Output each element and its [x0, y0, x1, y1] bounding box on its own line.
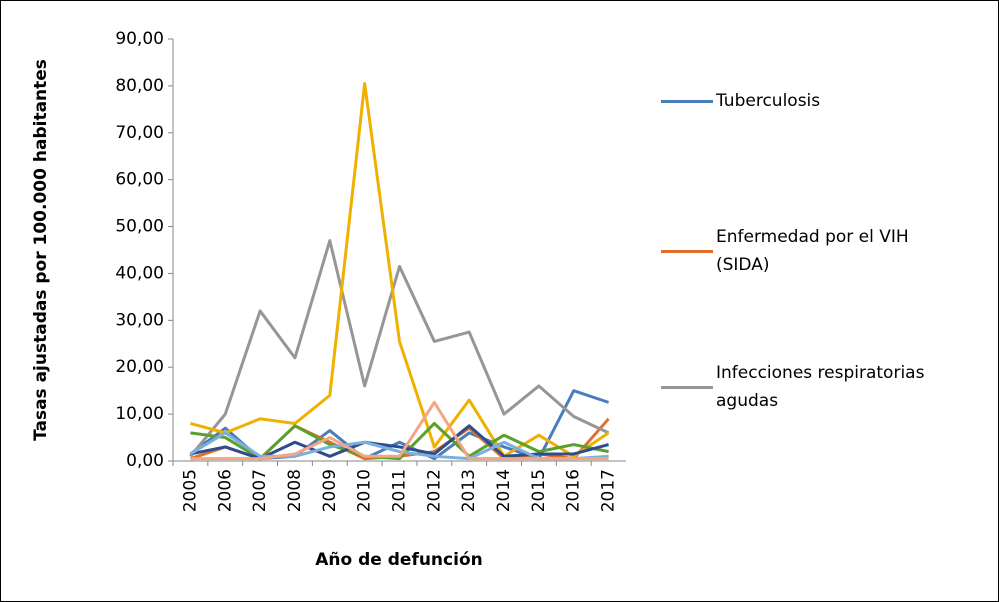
x-tick-label: 2014	[494, 469, 514, 512]
x-tick-label: 2017	[599, 469, 619, 512]
y-tick-label: 30,00	[115, 310, 164, 330]
y-tick-label: 70,00	[115, 123, 164, 143]
y-axis-title: Tasas ajustadas por 100.000 habitantes	[31, 59, 51, 441]
legend-swatch	[661, 385, 713, 389]
y-tick-label: 80,00	[115, 76, 164, 96]
x-tick-label: 2008	[285, 469, 305, 512]
legend-swatch	[661, 99, 713, 103]
line-series	[189, 239, 610, 458]
y-tick-label: 50,00	[115, 217, 164, 237]
legend-swatch	[661, 249, 713, 253]
x-tick-label: 2011	[390, 469, 410, 512]
legend-item: Infecciones respiratorias agudas	[661, 359, 961, 415]
x-tick-label: 2016	[564, 469, 584, 512]
y-tick-label: 90,00	[115, 29, 164, 49]
x-axis-title: Año de defunción	[315, 550, 482, 570]
legend-item: Tuberculosis	[661, 87, 961, 115]
y-tick-label: 40,00	[115, 263, 164, 283]
line-series	[190, 400, 609, 461]
x-tick-label: 2005	[180, 469, 200, 512]
legend-label: Infecciones respiratorias agudas	[716, 363, 925, 411]
legend-label: Tuberculosis	[716, 91, 821, 111]
y-tick-label: 10,00	[115, 404, 164, 424]
x-tick-label: 2006	[215, 469, 235, 512]
y-tick-label: 60,00	[115, 170, 164, 190]
y-tick-label: 20,00	[115, 357, 164, 377]
x-tick-label: 2012	[424, 469, 444, 512]
x-tick-label: 2007	[250, 469, 270, 512]
legend-item: Enfermedad por el VIH (SIDA)	[661, 223, 961, 279]
x-tick-label: 2013	[459, 469, 479, 512]
y-tick-label: 0,00	[126, 451, 164, 471]
x-tick-label: 2015	[529, 469, 549, 512]
x-tick-label: 2010	[355, 469, 375, 512]
line-series	[190, 82, 610, 458]
legend-label: Enfermedad por el VIH (SIDA)	[716, 227, 909, 275]
x-tick-label: 2009	[320, 469, 340, 512]
